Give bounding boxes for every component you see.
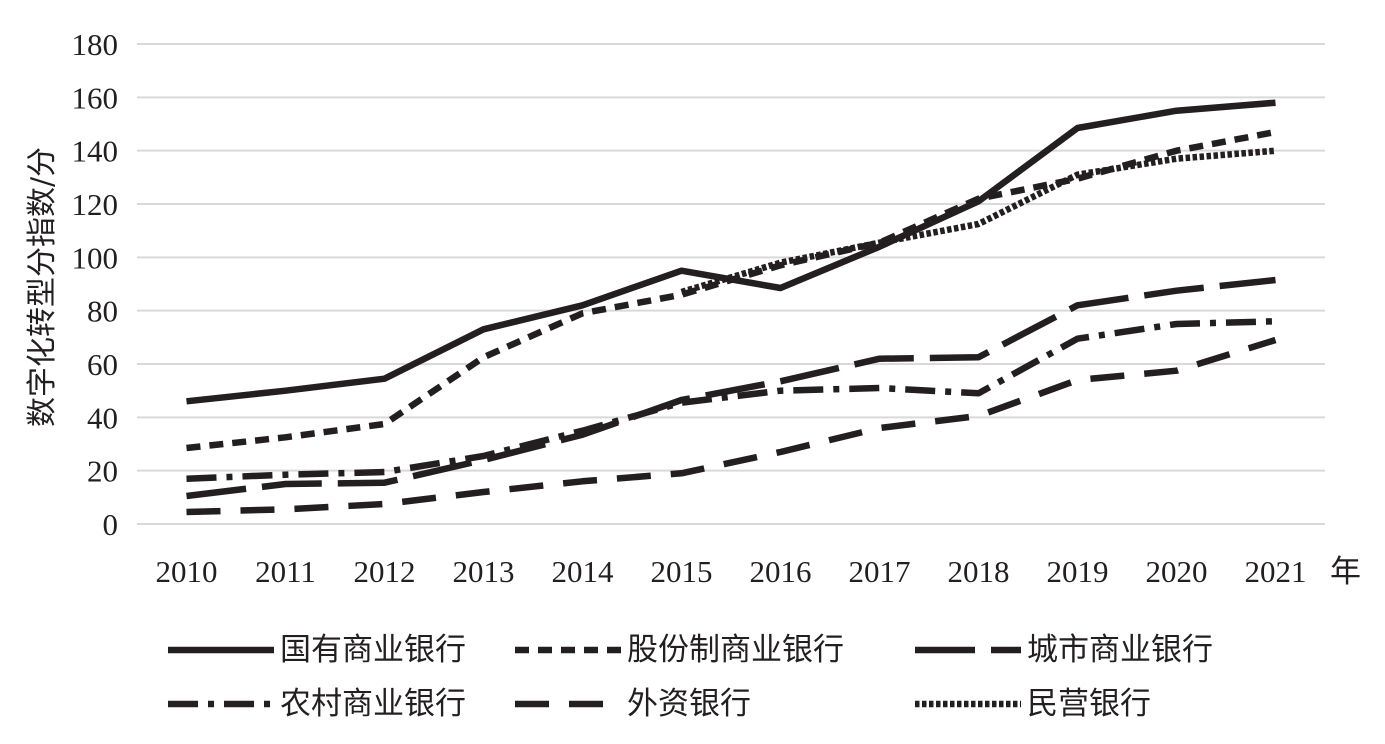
legend-label-3: 城市商业银行 [1027,632,1213,668]
y-tick-label: 60 [87,347,118,382]
x-tick-label: 2016 [750,554,812,589]
y-tick-label: 140 [72,134,119,169]
x-tick-label: 2013 [453,554,515,589]
series-lines [186,99,1277,516]
y-tick-label: 20 [87,454,118,489]
legend-label-4: 农村商业银行 [280,686,466,722]
x-tick-label: 2019 [1047,554,1109,589]
gridlines [137,43,1325,525]
x-tick-label: 2017 [849,554,911,589]
x-tick-label: 2014 [552,554,615,589]
y-tick-label: 80 [87,294,118,329]
y-tick-label: 120 [72,187,119,222]
x-tick-label: 2010 [156,554,218,589]
y-axis-label: 数字化转型分指数/分 [25,147,60,427]
y-tick-label: 40 [87,400,118,435]
series-3-line [186,276,1276,500]
legend-label-1: 国有商业银行 [280,632,466,668]
y-tick-labels: 0 20 40 60 80 100 120 140 160 180 [72,27,119,542]
x-tick-label: 2015 [651,554,713,589]
x-tick-labels: 2010 2011 2012 2013 2014 2015 2016 2017 2018 2019… [156,554,1307,589]
x-tick-label: 2018 [948,554,1010,589]
x-tick-label: 2011 [255,554,316,589]
x-tick-label: 2021 [1245,554,1307,589]
x-tick-label: 2020 [1146,554,1208,589]
legend-label-6: 民营银行 [1027,686,1151,722]
y-tick-label: 0 [103,507,119,542]
series-4-line [186,318,1276,482]
y-tick-label: 160 [72,80,119,115]
legend-label-5: 外资银行 [627,686,751,722]
series-6-line [680,147,1276,296]
series-2-line [186,128,1277,452]
x-axis-unit: 年 [1330,554,1361,590]
y-tick-label: 100 [72,240,119,275]
series-1-line [186,99,1276,405]
legend-label-2: 股份制商业银行 [627,632,844,668]
series-5-line [186,336,1277,516]
y-tick-label: 180 [72,27,119,62]
x-tick-label: 2012 [354,554,416,589]
